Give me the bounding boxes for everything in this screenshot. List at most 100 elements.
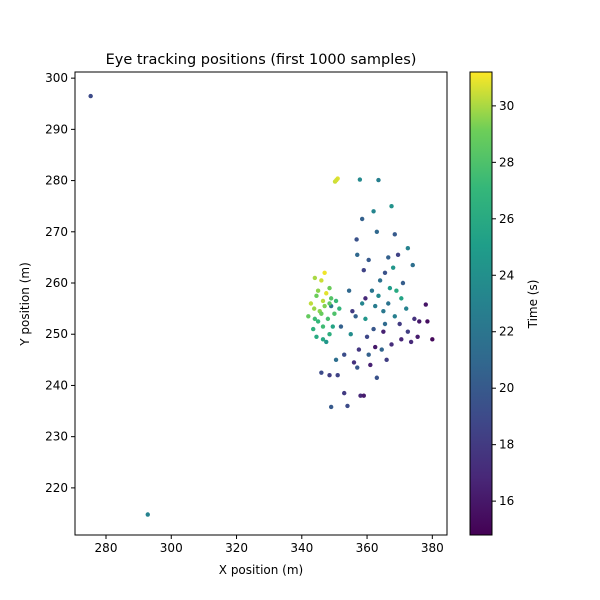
y-tick-label: 230 — [45, 430, 68, 444]
x-axis: 280 300 320 340 360 380 — [95, 535, 444, 555]
data-point — [400, 280, 406, 286]
data-point — [348, 332, 353, 337]
y-tick-label: 250 — [45, 327, 68, 341]
data-point — [333, 298, 339, 304]
data-point — [350, 308, 355, 314]
data-point — [384, 357, 389, 363]
data-point — [306, 314, 311, 319]
data-point — [337, 306, 342, 311]
data-point — [364, 334, 370, 339]
data-point — [330, 324, 335, 329]
x-tick-label: 380 — [421, 541, 444, 555]
data-point — [358, 393, 363, 398]
data-point — [389, 342, 394, 347]
colorbar-label: Time (s) — [526, 280, 540, 330]
data-point — [342, 352, 347, 357]
data-point — [354, 237, 359, 242]
y-axis: 220 230 240 250 260 270 280 290 300 — [45, 71, 75, 495]
data-point — [405, 245, 411, 251]
data-point — [390, 265, 396, 270]
data-point — [423, 302, 428, 307]
x-tick-label: 280 — [95, 541, 118, 555]
data-point — [366, 257, 371, 263]
data-point — [363, 316, 368, 322]
data-point — [386, 301, 391, 306]
data-point — [342, 390, 347, 396]
data-point — [382, 270, 388, 275]
data-point — [399, 296, 404, 301]
data-point — [417, 319, 422, 324]
colorbar-tick-label: 24 — [499, 268, 514, 282]
data-point — [376, 293, 381, 299]
data-point — [88, 93, 93, 99]
scatter-points — [88, 93, 435, 517]
data-point — [359, 301, 365, 306]
data-point — [373, 344, 378, 350]
data-point — [366, 352, 371, 357]
data-point — [320, 324, 326, 329]
data-point — [368, 362, 373, 368]
data-point — [327, 332, 332, 337]
data-point — [322, 303, 327, 309]
data-point — [312, 275, 318, 281]
y-tick-label: 280 — [45, 174, 68, 188]
data-point — [319, 370, 324, 375]
data-point — [374, 229, 380, 234]
data-point — [335, 373, 340, 378]
colorbar-tick-label: 26 — [499, 212, 514, 226]
data-point — [315, 319, 321, 324]
data-point — [371, 209, 376, 214]
data-point — [373, 303, 378, 309]
data-point — [381, 308, 386, 314]
y-axis-label: Y position (m) — [18, 262, 32, 347]
data-point — [399, 337, 404, 342]
data-point — [357, 177, 363, 182]
data-point — [338, 324, 344, 329]
data-point — [327, 373, 332, 378]
colorbar-tick-label: 20 — [499, 381, 514, 395]
data-point — [387, 285, 393, 291]
data-point — [312, 316, 318, 322]
data-point — [356, 347, 362, 352]
data-point — [408, 339, 414, 345]
data-point — [363, 296, 368, 301]
plot-frame — [74, 71, 448, 536]
data-point — [371, 326, 376, 332]
data-point — [327, 301, 332, 306]
data-point — [386, 255, 391, 260]
data-point — [324, 291, 329, 296]
x-tick-label: 300 — [160, 541, 183, 555]
y-tick-label: 300 — [45, 71, 68, 85]
data-point — [430, 337, 435, 342]
data-point — [145, 512, 150, 517]
data-point — [315, 288, 321, 293]
data-point — [361, 393, 366, 398]
colorbar — [469, 71, 493, 536]
y-tick-label: 290 — [45, 122, 68, 136]
data-point — [425, 319, 430, 324]
data-point — [320, 337, 326, 342]
colorbar-tick-label: 18 — [499, 438, 514, 452]
data-point — [311, 326, 316, 332]
x-tick-label: 340 — [290, 541, 313, 555]
x-tick-label: 360 — [356, 541, 379, 555]
y-tick-label: 240 — [45, 378, 68, 392]
data-point — [415, 334, 420, 339]
data-point — [394, 288, 399, 293]
y-tick-label: 270 — [45, 225, 68, 239]
data-point — [314, 334, 319, 339]
data-point — [328, 296, 334, 301]
data-point — [395, 252, 401, 258]
data-point — [314, 293, 319, 299]
data-point — [392, 232, 397, 237]
data-point — [377, 278, 383, 283]
colorbar-tick-label: 22 — [499, 325, 514, 339]
data-point — [374, 375, 380, 380]
data-point — [324, 339, 329, 345]
data-point — [412, 316, 417, 322]
data-point — [355, 252, 360, 258]
data-point — [333, 357, 339, 363]
data-point — [392, 314, 397, 319]
data-point — [379, 347, 384, 352]
